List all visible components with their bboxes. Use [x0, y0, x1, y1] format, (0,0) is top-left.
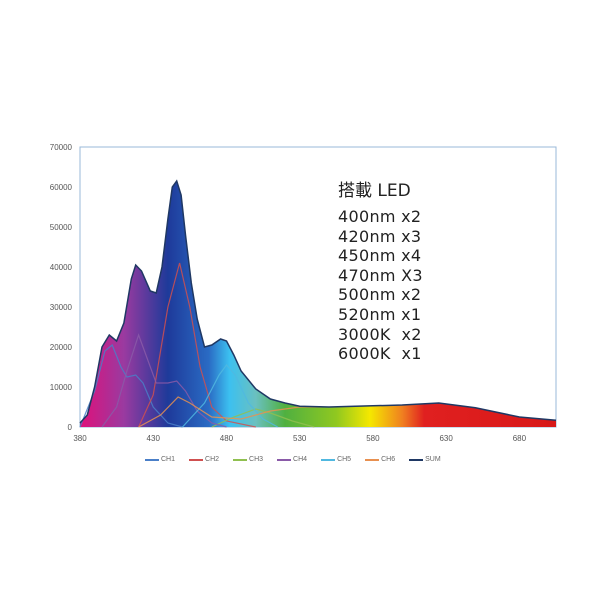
led-annotation: 搭載 LED 400nm x2 420nm x3 450nm x4 470nm X3 5… [338, 176, 423, 364]
legend-label: CH1 [161, 456, 176, 463]
y-tick-label: 70000 [50, 143, 73, 152]
legend-label: CH6 [381, 456, 396, 463]
legend-swatch [321, 458, 336, 461]
x-tick-label: 480 [220, 434, 234, 443]
legend-label: CH4 [293, 456, 308, 463]
x-tick-label: 430 [147, 434, 161, 443]
legend-label: CH5 [337, 456, 352, 463]
x-tick-label: 680 [513, 434, 527, 443]
y-tick-label: 50000 [50, 223, 73, 232]
annotation-line: 450nm x4 [338, 246, 422, 266]
legend-label: CH2 [205, 456, 220, 463]
annotation-line: 420nm x3 [338, 226, 422, 246]
legend-swatch [409, 458, 424, 461]
legend: CH1 CH2 CH3 CH4 CH5 CH6 SUM [145, 456, 441, 463]
y-tick-label: 20000 [50, 343, 73, 352]
legend-swatch [145, 458, 159, 461]
series-line-ch2 [138, 262, 256, 428]
legend-label: CH3 [249, 456, 264, 463]
legend-swatch [365, 458, 380, 461]
legend-label: SUM [425, 456, 441, 463]
annotation-line: 3000K x2 [338, 324, 422, 344]
annotation-line: 500nm x2 [338, 285, 422, 305]
y-tick-label: 10000 [50, 383, 73, 392]
y-tick-label: 60000 [50, 183, 73, 192]
series-line-ch4 [101, 333, 227, 428]
series-line-ch5 [182, 364, 278, 428]
y-tick-label: 0 [68, 423, 73, 432]
legend-swatch [233, 458, 248, 461]
x-tick-label: 580 [366, 434, 380, 443]
legend-swatch [277, 458, 292, 461]
annotation-line: 6000K x1 [338, 344, 422, 364]
annotation-line: 520nm x1 [338, 304, 422, 324]
legend-item-ch5: CH5 [321, 456, 351, 463]
series-line-sum [79, 179, 557, 424]
legend-item-ch2: CH2 [189, 456, 219, 463]
y-tick-label: 40000 [50, 263, 73, 272]
y-tick-label: 30000 [50, 303, 73, 312]
annotation-line: 470nm X3 [338, 265, 423, 285]
annotation-title: 搭載 LED [338, 181, 411, 201]
series-line-ch1 [79, 344, 183, 428]
x-tick-label: 380 [73, 434, 87, 443]
legend-item-ch4: CH4 [277, 456, 307, 463]
legend-item-sum: SUM [409, 456, 441, 463]
legend-item-ch1: CH1 [145, 456, 175, 463]
legend-item-ch6: CH6 [365, 456, 395, 463]
x-tick-label: 630 [439, 434, 453, 443]
legend-item-ch3: CH3 [233, 456, 263, 463]
legend-swatch [189, 458, 204, 461]
sum-area-fill [80, 181, 556, 427]
series-line-ch6 [138, 396, 322, 428]
annotation-line: 400nm x2 [338, 207, 422, 226]
x-tick-label: 530 [293, 434, 307, 443]
